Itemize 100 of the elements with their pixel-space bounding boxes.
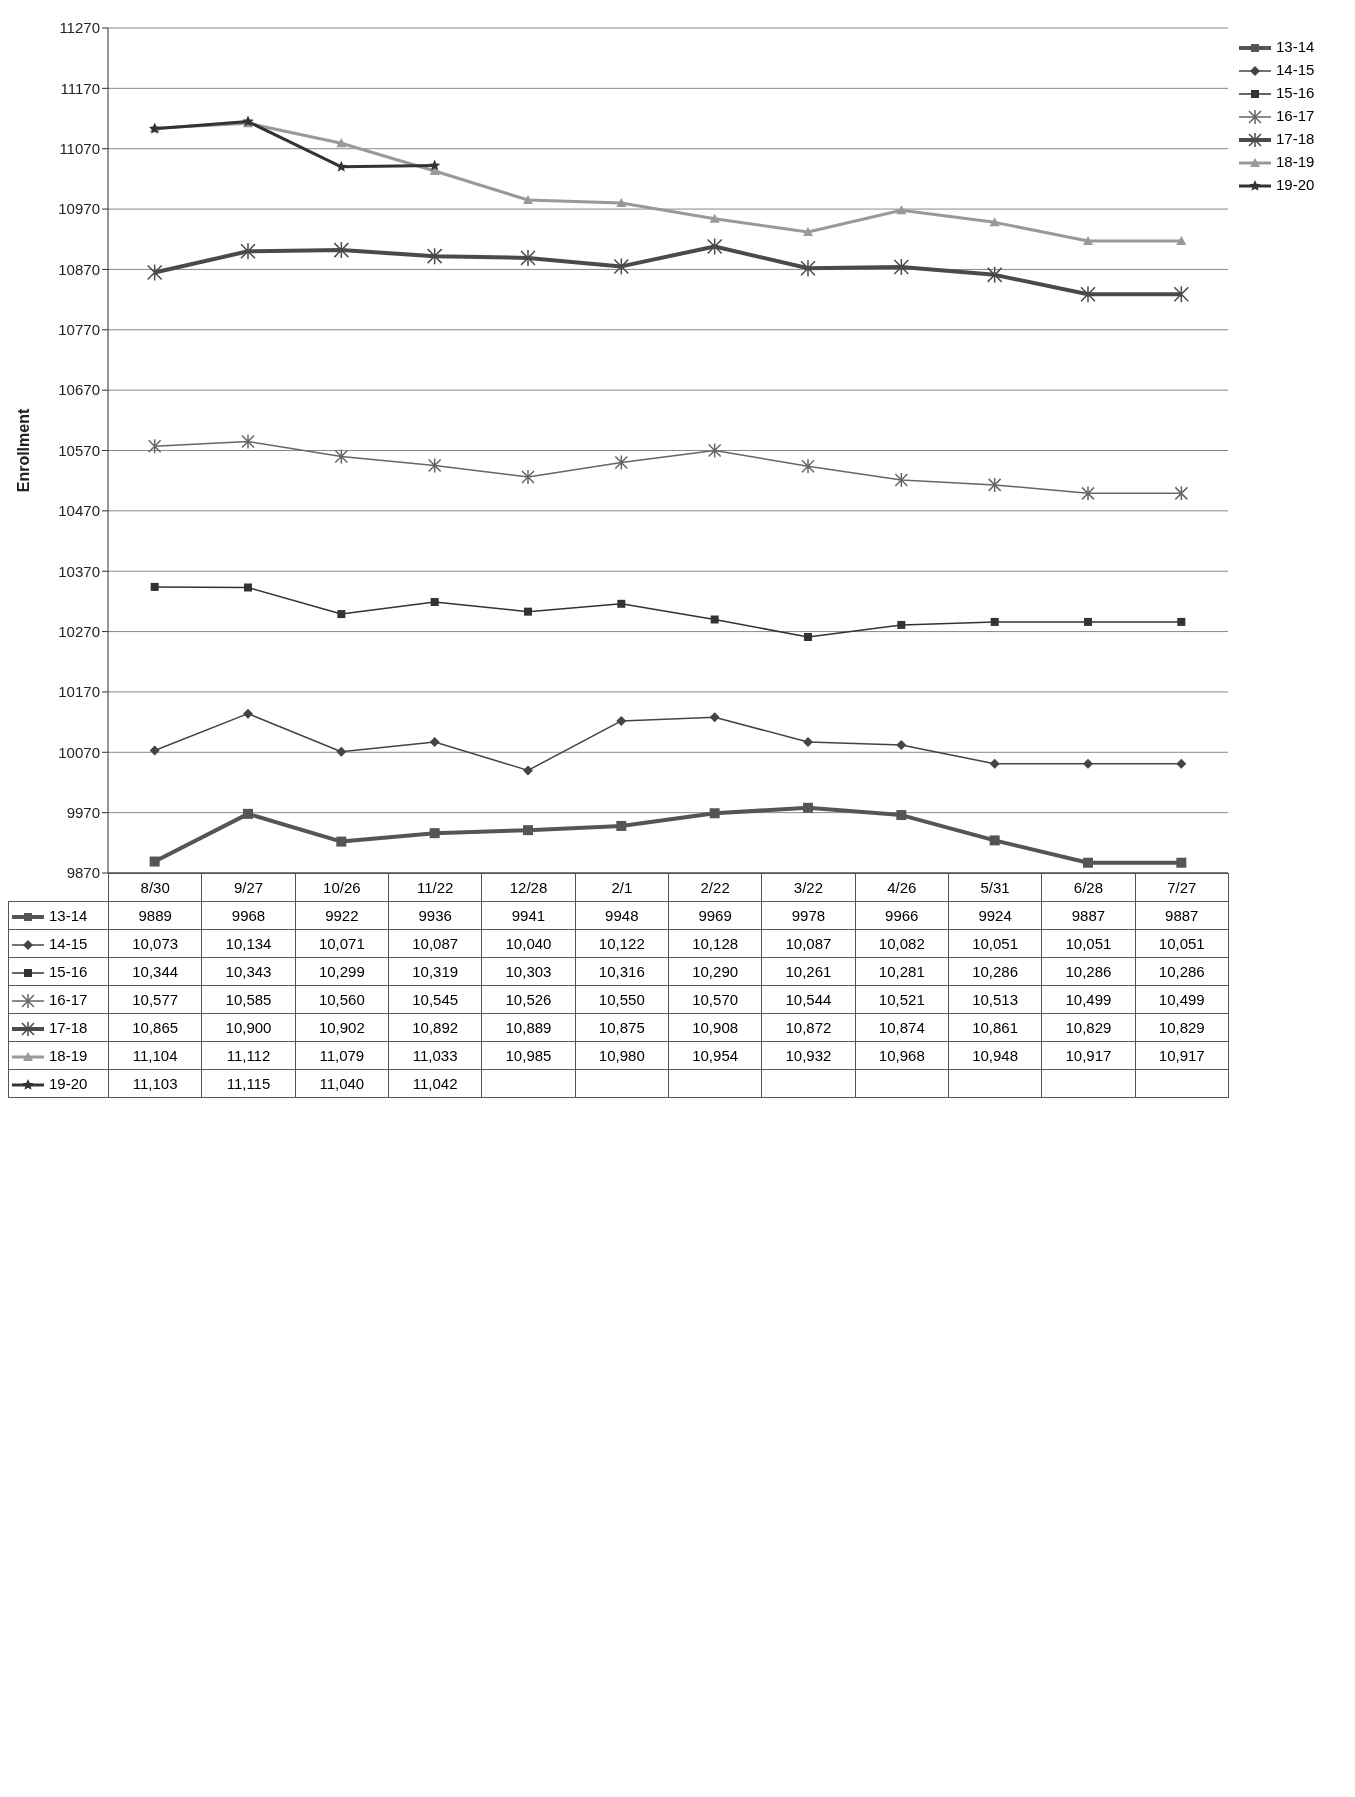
data-label: 10,051 [948,929,1042,958]
data-label: 10,261 [761,957,856,986]
y-tick-label: 9970 [66,803,100,821]
y-axis-title: Enrollment [14,408,32,493]
data-label: 10,122 [575,929,669,958]
data-label: 10,040 [481,929,576,958]
data-label: 10,286 [1135,957,1229,986]
x-tick-label: 8/30 [108,873,202,902]
data-label: 10,281 [855,957,949,986]
legend-label: 19-20 [1275,176,1316,194]
text: 13-14 [1276,38,1315,55]
legend-label: 14-15 [8,929,109,958]
data-label: 10,544 [761,985,856,1014]
data-label: 9936 [388,901,482,930]
text: 18-19 [49,1046,88,1064]
data-label: 10,968 [855,1041,949,1070]
data-label: 10,829 [1041,1013,1136,1042]
data-label: 11,103 [108,1069,202,1098]
data-label: 9922 [295,901,389,930]
data-label: 9948 [575,901,669,930]
y-tick-label: 10370 [58,562,100,580]
text: 17-18 [49,1018,88,1036]
data-label: 9887 [1041,901,1136,930]
data-label: 10,889 [481,1013,576,1042]
data-label: 9969 [668,901,762,930]
data-label: 11,112 [201,1041,296,1070]
y-tick-label: 10170 [58,683,100,701]
data-label: 10,980 [575,1041,669,1070]
data-label: 10,316 [575,957,669,986]
x-tick-label: 9/27 [201,873,296,902]
legend-label: 18-19 [1275,153,1316,171]
text: 19-20 [49,1074,88,1092]
text: 15-16 [1276,84,1315,102]
data-label: 10,499 [1041,985,1136,1014]
data-label: 10,865 [108,1013,202,1042]
data-label: 10,521 [855,985,949,1014]
legend-label: 13-14 [8,901,109,930]
data-label: 10,861 [948,1013,1042,1042]
data-label: 10,874 [855,1013,949,1042]
data-label: 10,299 [295,957,389,986]
x-tick-label: 3/22 [761,873,856,902]
data-label: 9924 [948,901,1042,930]
x-tick-label: 4/26 [855,873,949,902]
data-label: 10,829 [1135,1013,1229,1042]
y-tick-label: 9870 [66,864,100,882]
y-tick-label: 10670 [58,381,100,399]
data-label: 10,303 [481,957,576,986]
legend-label: 15-16 [8,957,109,986]
data-label: 10,073 [108,929,202,958]
x-tick-label: 12/28 [481,873,576,902]
data-label: 10,082 [855,929,949,958]
x-tick-label: 2/1 [575,873,669,902]
data-label: 10,917 [1135,1041,1229,1070]
data-label: 11,104 [108,1041,202,1070]
data-label: 9968 [201,901,296,930]
data-label: 10,900 [201,1013,296,1042]
y-tick-label: 10070 [58,743,100,761]
x-tick-label: 10/26 [295,873,389,902]
y-tick-label: 11270 [59,19,100,37]
data-label: 11,040 [295,1069,389,1098]
data-label: 10,570 [668,985,762,1014]
data-label: 10,550 [575,985,669,1014]
data-label: 10,560 [295,985,389,1014]
data-label: 10,526 [481,985,576,1014]
y-tick-label: 10770 [58,321,100,339]
data-label: 10,343 [201,957,296,986]
y-tick-label: 10270 [58,622,100,640]
text: 16-17 [49,990,88,1008]
data-label: 10,290 [668,957,762,986]
x-tick-label: 11/22 [388,873,482,902]
x-tick-label: 2/22 [668,873,762,902]
data-label: 10,954 [668,1041,762,1070]
data-label: 10,513 [948,985,1042,1014]
x-tick-label: 6/28 [1041,873,1136,902]
data-label: 10,908 [668,1013,762,1042]
text: 14-15 [1276,61,1315,79]
y-tick-label: 11170 [60,79,100,97]
data-label: 9941 [481,901,576,930]
data-label: 10,051 [1041,929,1136,958]
data-label: 10,286 [1041,957,1136,986]
data-label: 10,948 [948,1041,1042,1070]
data-label: 10,344 [108,957,202,986]
data-label: 9966 [855,901,949,930]
data-label: 10,087 [388,929,482,958]
data-label: 10,128 [668,929,762,958]
data-label: 10,985 [481,1041,576,1070]
data-label: 10,319 [388,957,482,986]
data-label: 10,577 [108,985,202,1014]
data-label: 11,042 [388,1069,482,1098]
data-label: 10,585 [201,985,296,1014]
y-tick-label: 11070 [59,140,100,158]
data-label: 10,071 [295,929,389,958]
y-tick-label: 10870 [58,260,100,278]
data-label: 11,033 [388,1041,482,1070]
data-label: 9978 [761,901,856,930]
data-label: 10,499 [1135,985,1229,1014]
data-label: 11,115 [201,1069,296,1098]
data-label: 10,051 [1135,929,1229,958]
y-tick-label: 10470 [58,502,100,520]
legend-label: 16-17 [1275,107,1316,125]
